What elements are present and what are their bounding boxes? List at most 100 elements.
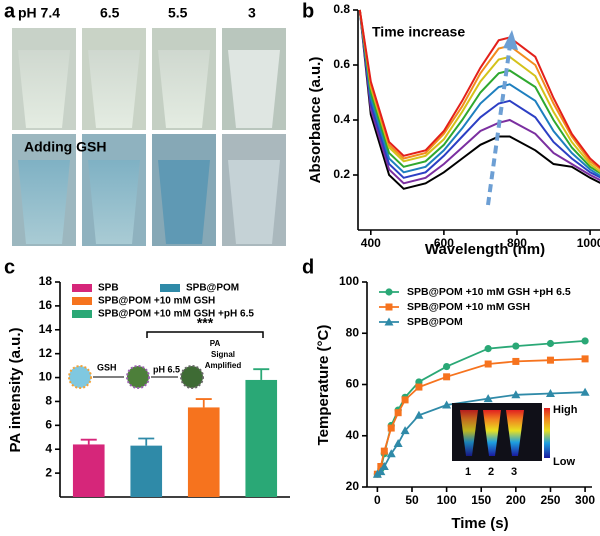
legend-label: SPB@POM [186, 283, 239, 294]
bar [130, 445, 163, 497]
y-axis-label: Absorbance (a.u.) [307, 57, 324, 184]
marker [546, 356, 554, 364]
annotation: 1 [465, 466, 471, 478]
marker [581, 337, 589, 345]
marker [511, 390, 521, 399]
annotation: pH 6.5 [153, 364, 180, 374]
y-tick-label: 0.2 [333, 167, 350, 181]
y-tick-label: 10 [39, 370, 53, 384]
marker [380, 447, 388, 455]
marker [512, 342, 520, 350]
x-axis-label: Wavelength (nm) [425, 241, 545, 258]
x-tick-label: 800 [507, 236, 527, 250]
ph-label: 3 [248, 5, 256, 21]
y-tick-label: 40 [346, 428, 360, 442]
x-tick-label: 100 [437, 493, 457, 507]
annotation: Time increase [372, 24, 465, 40]
x-tick-label: 250 [540, 493, 560, 507]
y-tick-label: 12 [39, 346, 53, 360]
series-line [358, 9, 600, 185]
annotation: PA [210, 339, 221, 348]
marker [379, 462, 389, 470]
thermal-tube [483, 410, 501, 456]
x-tick-label: 200 [506, 493, 526, 507]
y-tick-label: 20 [346, 479, 360, 493]
ph-label: 6.5 [100, 5, 120, 21]
annotation: *** [197, 315, 214, 331]
x-tick-label: 50 [405, 493, 419, 507]
legend-swatch [160, 284, 180, 292]
y-tick-label: 4 [45, 441, 52, 455]
y-tick-label: 18 [39, 274, 53, 288]
marker [387, 424, 395, 432]
series-line [358, 9, 600, 179]
marker [484, 345, 492, 353]
marker [545, 388, 555, 397]
particle [68, 365, 92, 389]
marker [581, 355, 589, 363]
marker [414, 410, 424, 419]
marker [546, 339, 555, 348]
legend-label: SPB@POM [407, 316, 463, 328]
particle [126, 365, 150, 389]
marker [443, 373, 451, 381]
error-bar [195, 398, 212, 408]
y-tick-label: 0.4 [333, 112, 350, 126]
error-bar [80, 438, 97, 445]
series-line [358, 9, 600, 169]
y-tick-label: 100 [339, 274, 359, 288]
marker [385, 288, 393, 296]
arrow-shaft [486, 44, 512, 206]
marker [401, 396, 409, 404]
series-line [358, 9, 600, 190]
legend-label: SPB@POM +10 mM GSH [98, 296, 215, 307]
thermal-tube [506, 410, 524, 456]
error-bar [253, 368, 270, 380]
y-tick-label: 16 [39, 298, 53, 312]
y-axis-label: PA intensity (a.u.) [7, 327, 24, 452]
x-tick-label: 150 [471, 493, 491, 507]
legend-label: SPB [98, 283, 119, 294]
x-tick-label: 400 [361, 236, 381, 250]
bar [72, 444, 105, 497]
marker [400, 426, 410, 435]
legend-swatch [72, 297, 92, 305]
legend-swatch [72, 284, 92, 292]
marker [384, 317, 394, 326]
ph-label: pH 7.4 [18, 5, 60, 21]
marker [386, 449, 396, 458]
legend-label: SPB@POM +10 mM GSH +pH 6.5 [98, 309, 254, 320]
annotation: Low [553, 456, 575, 468]
photo-panel [12, 28, 286, 246]
marker [484, 360, 492, 368]
row-label: Adding GSH [24, 139, 106, 155]
annotation: Amplified [205, 361, 242, 370]
significance-bracket [146, 331, 264, 338]
marker [394, 409, 402, 417]
panel-label: c [4, 256, 15, 278]
panel-label: a [4, 0, 16, 22]
series-line [358, 9, 600, 171]
annotation: 3 [511, 466, 517, 478]
series-line [358, 9, 600, 173]
marker [415, 383, 423, 391]
ph-label: 5.5 [168, 5, 188, 21]
annotation: GSH [97, 362, 117, 372]
y-tick-label: 14 [39, 322, 53, 336]
marker [377, 463, 385, 470]
marker [580, 387, 590, 396]
annotation: Signal [211, 350, 235, 359]
marker [443, 362, 451, 371]
marker [512, 357, 520, 365]
marker [483, 394, 493, 403]
x-tick-label: 600 [434, 236, 454, 250]
series-line [358, 9, 600, 175]
panel-label: b [302, 0, 314, 22]
y-tick-label: 0.6 [333, 57, 350, 71]
legend-label: SPB@POM +10 mM GSH +pH 6.5 [407, 286, 571, 298]
annotation: High [553, 404, 578, 416]
panel-label: d [302, 256, 314, 278]
y-tick-label: 8 [45, 394, 52, 408]
